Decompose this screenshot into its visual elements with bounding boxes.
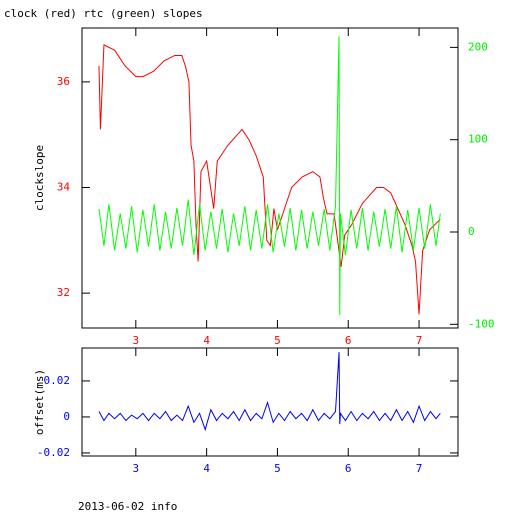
- y-tick-label: 32: [57, 286, 70, 299]
- y-tick-label: 0: [63, 410, 70, 423]
- x-tick-label: 3: [133, 462, 140, 475]
- y2-tick-label: 0: [468, 225, 475, 238]
- x-tick-label: 5: [274, 462, 281, 475]
- y2-tick-label: -100: [468, 317, 495, 330]
- frame: [81, 347, 459, 457]
- y-tick-label: -0.02: [37, 446, 70, 459]
- x-tick-label: 6: [345, 462, 352, 475]
- series-line: [98, 36, 441, 316]
- y-axis-label: offset(ms): [33, 369, 46, 435]
- series-line: [98, 44, 441, 315]
- chart-title: clock (red) rtc (green) slopes: [4, 7, 203, 20]
- y2-tick-label: 200: [468, 40, 488, 53]
- x-tick-label: 4: [203, 334, 210, 347]
- x-tick-label: 4: [203, 462, 210, 475]
- y-axis-label: clockslope: [33, 145, 46, 211]
- series-line: [98, 352, 441, 432]
- x-tick-label: 7: [416, 334, 423, 347]
- frame: [81, 27, 459, 329]
- y-tick-label: 36: [57, 75, 70, 88]
- y-tick-label: 34: [57, 181, 71, 194]
- x-tick-label: 6: [345, 334, 352, 347]
- y2-tick-label: 100: [468, 133, 488, 146]
- x-tick-label: 5: [274, 334, 281, 347]
- x-tick-label: 7: [416, 462, 423, 475]
- y-tick-label: 0.02: [44, 374, 71, 387]
- x-tick-label: 3: [133, 334, 140, 347]
- footer: 2013-06-02 info: [78, 500, 177, 512]
